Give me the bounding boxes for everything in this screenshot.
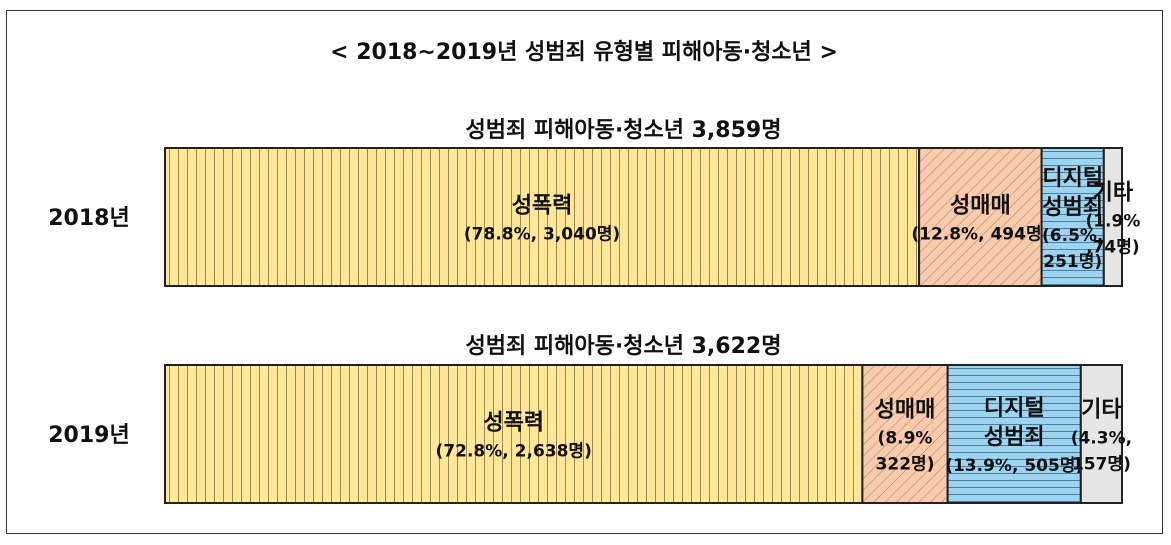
data-label-2019-digital-sex-crime: (13.9%, 505명) — [945, 456, 1083, 476]
data-label-2019-prostitution: 322명) — [876, 455, 935, 475]
data-label-2018-other: (1.9% — [1085, 212, 1140, 232]
data-label-2018-other: ,74명) — [1086, 238, 1140, 258]
data-label-2018-sexual-violence: (78.8%, 3,040명) — [464, 225, 620, 245]
data-label-2019-other: (4.3%, — [1071, 429, 1132, 449]
data-label-2018-prostitution: (12.8%, 494명) — [911, 225, 1049, 245]
year-label-2018: 2018년 — [48, 206, 129, 231]
segment-category-2018-prostitution: 성매매 — [950, 194, 1011, 219]
data-label-2019-other: 157명) — [1072, 455, 1131, 475]
data-label-2019-prostitution: (8.9% — [878, 429, 933, 449]
year-label-2019: 2019년 — [48, 423, 129, 448]
segment-category-2018-digital-sex-crime: 성범죄 — [1042, 195, 1103, 220]
segment-category-2018-sexual-violence: 성폭력 — [512, 194, 573, 219]
stacked-bar-chart: < 2018~2019년 성범죄 유형별 피해아동·청소년 > 성범죄 피해아동… — [48, 40, 1140, 504]
chart-title: < 2018~2019년 성범죄 유형별 피해아동·청소년 > — [330, 40, 838, 65]
segment-category-2019-sexual-violence: 성폭력 — [483, 411, 544, 436]
bar-segment-2019-prostitution — [861, 364, 949, 504]
bar-segment-2018-sexual-violence — [164, 147, 921, 287]
data-label-2019-sexual-violence: (72.8%, 2,638명) — [436, 442, 592, 462]
segment-category-2019-other: 기타 — [1081, 398, 1122, 423]
bar-segment-2018-digital-sex-crime — [1040, 147, 1105, 287]
bar-segment-2018-prostitution — [918, 147, 1043, 287]
chart-frame: < 2018~2019년 성범죄 유형별 피해아동·청소년 > 성범죄 피해아동… — [6, 10, 1163, 534]
bar-segment-2019-digital-sex-crime — [946, 364, 1082, 504]
segment-category-2019-digital-sex-crime: 디지털 — [984, 396, 1045, 421]
bar-segment-2018-other — [1102, 147, 1124, 287]
segment-category-2018-other: 기타 — [1093, 181, 1134, 206]
segment-category-2018-digital-sex-crime: 디지털 — [1042, 166, 1103, 191]
segment-category-2019-digital-sex-crime: 성범죄 — [984, 425, 1045, 450]
subtitle-2018: 성범죄 피해아동·청소년 3,859명 — [466, 118, 782, 143]
data-label-2018-digital-sex-crime: 251명) — [1043, 252, 1102, 272]
bar-segment-2019-other — [1079, 364, 1124, 504]
data-label-2018-digital-sex-crime: (6.5%, — [1042, 226, 1103, 246]
subtitle-2019: 성범죄 피해아동·청소년 3,622명 — [466, 334, 782, 359]
segment-category-2019-prostitution: 성매매 — [875, 398, 936, 423]
